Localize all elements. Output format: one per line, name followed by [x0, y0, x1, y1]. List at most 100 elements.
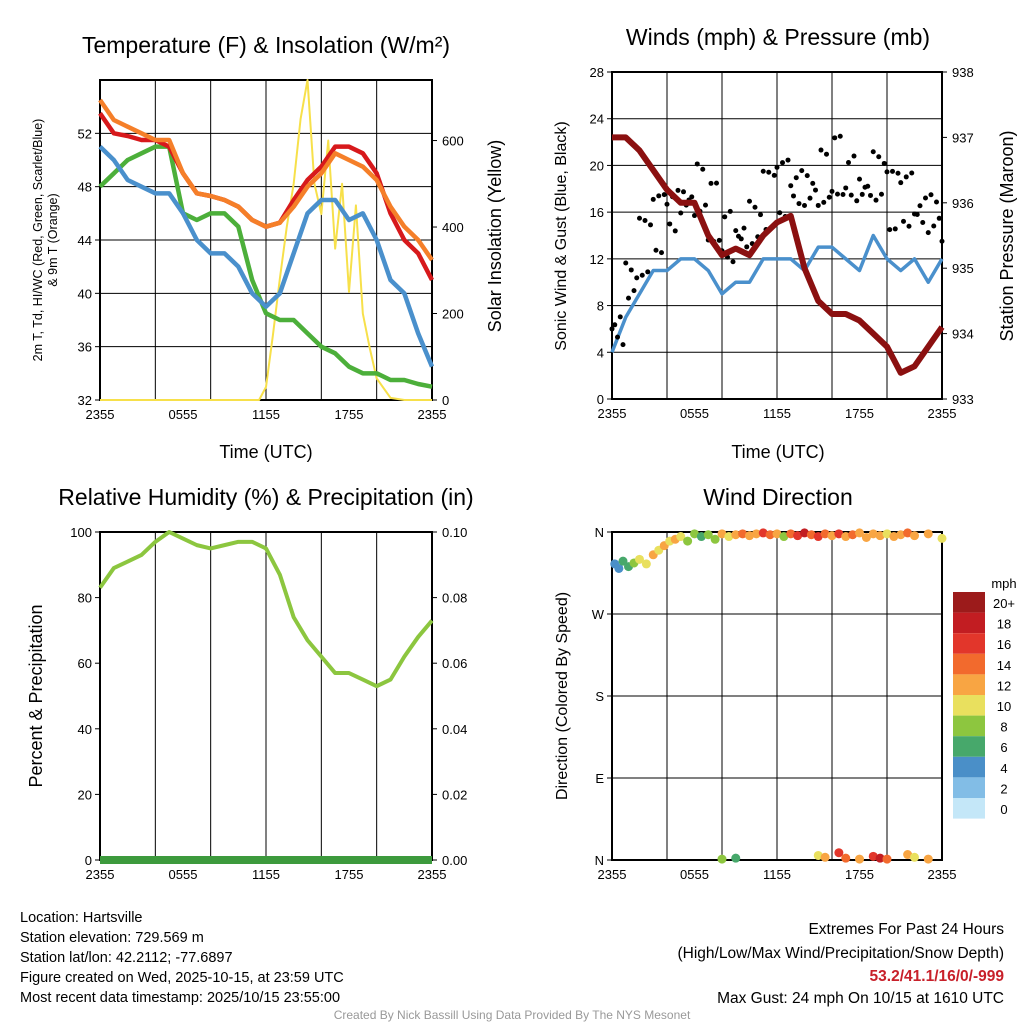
gust-point [766, 169, 772, 175]
gust-point [821, 199, 827, 205]
x-tick-label: 2355 [598, 867, 627, 882]
gust-point [758, 212, 763, 218]
gust-point [675, 187, 681, 193]
gust-point [881, 160, 887, 166]
extremes-subtitle: (High/Low/Max Wind/Precipitation/Snow De… [678, 945, 1005, 962]
gust-point [843, 185, 849, 191]
y2-tick-label: 0.00 [442, 853, 467, 868]
direction-point [813, 850, 823, 860]
gust-point [639, 272, 645, 278]
gust-point [884, 169, 890, 175]
direction-point [614, 563, 624, 573]
series-line-9m-t [98, 98, 434, 262]
direction-point [751, 529, 761, 539]
x-tick-label: 1155 [763, 406, 791, 421]
y2-tick-label: 400 [442, 220, 464, 235]
x-tick-label: 2355 [418, 407, 447, 422]
direction-point [855, 528, 864, 538]
y-tick-label: 8 [597, 299, 604, 314]
y-tick-label: 60 [78, 656, 92, 671]
gust-point [681, 189, 686, 195]
direction-point [923, 854, 933, 864]
direction-point [882, 529, 892, 539]
gust-point [835, 191, 840, 197]
y-tick-label: E [595, 771, 604, 786]
y-tick-label: 16 [590, 205, 604, 220]
location-text: Location: Hartsville [20, 910, 143, 926]
gust-point [774, 164, 780, 170]
y2-tick-label: 0 [442, 393, 449, 408]
gust-point [700, 166, 706, 172]
gust-point [810, 180, 816, 186]
y2-tick-label: 935 [952, 261, 974, 276]
gust-point [859, 191, 865, 197]
direction-point [889, 532, 899, 542]
x-tick-label: 0555 [169, 407, 198, 422]
wind-y2label: Station Pressure (Maroon) [997, 130, 1017, 341]
legend-swatch [953, 633, 985, 654]
gust-point [650, 196, 656, 202]
direction-point [868, 851, 878, 861]
gust-point [826, 194, 832, 200]
gust-point [626, 295, 631, 301]
gust-point [661, 192, 667, 198]
direction-point [841, 532, 851, 542]
gust-point [813, 187, 818, 193]
gust-point [815, 202, 821, 208]
legend-label: 6 [1000, 740, 1007, 755]
direction-point [827, 531, 837, 541]
gust-point [620, 342, 626, 348]
direction-point [618, 556, 628, 566]
y2-tick-label: 0.10 [442, 525, 467, 540]
gust-point [903, 174, 909, 180]
direction-point [806, 530, 816, 540]
y-tick-label: 0 [85, 853, 92, 868]
x-tick-label: 0555 [680, 867, 709, 882]
direction-point [731, 530, 741, 540]
gust-point [851, 153, 857, 159]
gust-point [890, 168, 895, 174]
x-tick-label: 1755 [845, 867, 874, 882]
x-tick-label: 1755 [845, 406, 874, 421]
gust-point [925, 230, 931, 236]
gust-point [799, 168, 805, 174]
direction-point [820, 852, 830, 862]
legend-label: 8 [1000, 720, 1007, 735]
gust-point [807, 195, 813, 201]
x-tick-label: 2355 [928, 867, 957, 882]
direction-point [937, 533, 947, 543]
gust-point [870, 149, 876, 155]
gust-point [876, 154, 882, 160]
direction-point [696, 532, 706, 542]
y2-tick-label: 200 [442, 307, 464, 322]
direction-point [903, 528, 913, 538]
temp-xlabel: Time (UTC) [219, 442, 312, 462]
y2-tick-label: 0.02 [442, 787, 467, 802]
direction-point [683, 536, 693, 546]
gust-point [824, 151, 829, 157]
gust-point [642, 218, 648, 224]
gust-point [667, 221, 673, 227]
direction-point [690, 529, 699, 539]
direction-point [793, 531, 803, 541]
direction-point [868, 529, 878, 539]
plot-frame [99, 79, 433, 401]
y-tick-label: 24 [590, 112, 604, 127]
gust-point [738, 236, 744, 242]
created-text: Figure created on Wed, 2025-10-15, at 23… [20, 970, 344, 986]
legend-label: 2 [1000, 781, 1007, 796]
direction-point [848, 530, 858, 540]
direction-point [903, 850, 913, 860]
y-tick-label: 36 [78, 340, 92, 355]
direction-point [800, 528, 809, 538]
gust-point [744, 244, 750, 250]
gust-point [818, 147, 824, 153]
wind-panel-title: Winds (mph) & Pressure (mb) [626, 24, 930, 50]
gust-point [653, 247, 659, 253]
gust-point [848, 192, 854, 198]
gust-point [934, 199, 939, 205]
gust-point [928, 192, 934, 198]
gust-point [931, 223, 937, 229]
gust-point [802, 203, 807, 209]
